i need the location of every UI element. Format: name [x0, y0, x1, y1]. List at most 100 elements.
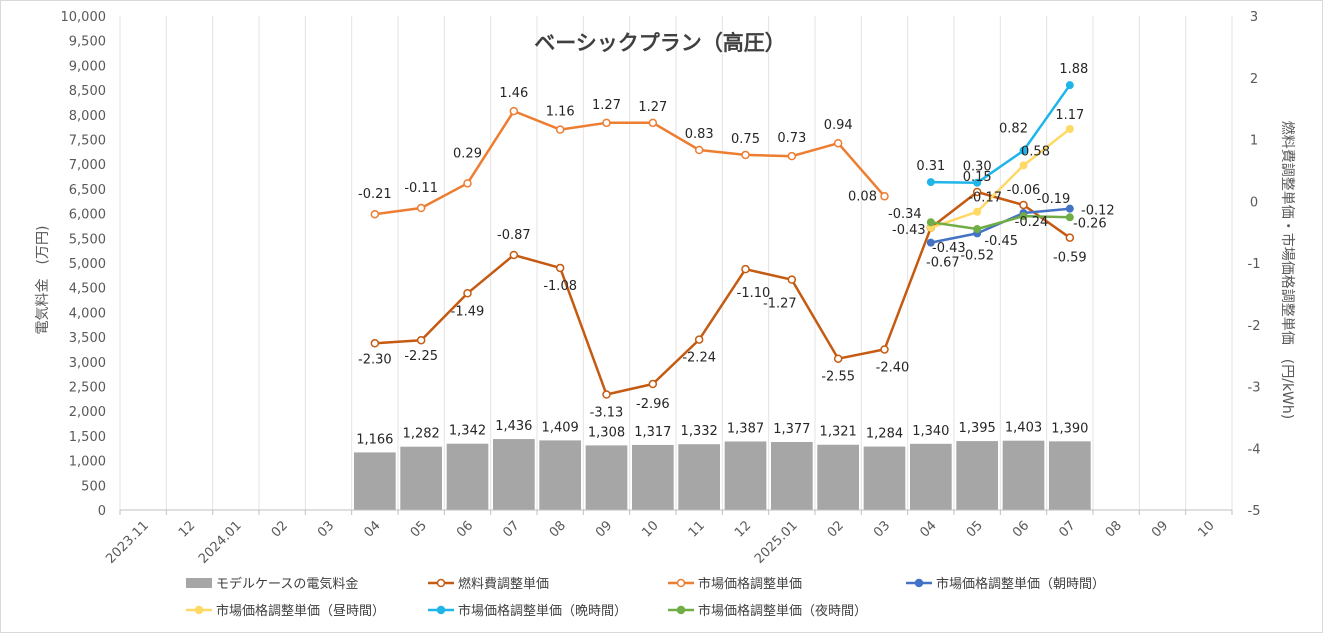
- series-line: [930, 214, 1070, 231]
- line-point: [880, 192, 889, 201]
- line-data-label: -0.26: [1073, 216, 1107, 231]
- bar: [539, 440, 582, 510]
- line-data-label: -0.21: [358, 187, 392, 202]
- y-left-tick-label: 3,500: [69, 331, 106, 346]
- line-point: [1019, 200, 1028, 210]
- line-data-label: -2.30: [358, 352, 392, 367]
- legend-marker: [676, 578, 686, 588]
- y-left-tick-label: 500: [81, 479, 106, 494]
- legend-marker: [914, 578, 924, 588]
- legend-entry: 燃料費調整単価: [458, 576, 549, 592]
- line-data-label: -1.10: [737, 286, 771, 301]
- line-data-label: -0.43: [932, 241, 966, 256]
- line-point: [509, 250, 519, 260]
- line-data-label: 1.88: [1059, 62, 1088, 77]
- y-left-tick-label: 1,000: [69, 455, 106, 470]
- bar-data-label: 1,166: [356, 432, 393, 447]
- legend-entry: 市場価格調整単価（夜時間）: [698, 603, 867, 619]
- line-point: [1019, 146, 1028, 155]
- line-data-label: 0.94: [824, 118, 853, 133]
- line-point: [926, 238, 935, 247]
- line-data-label: -0.52: [960, 248, 994, 263]
- line-data-label: -0.24: [1015, 215, 1049, 230]
- line-point: [972, 187, 982, 197]
- line-data-label: -1.49: [451, 304, 485, 319]
- bar-data-label: 1,409: [542, 420, 579, 435]
- bar: [817, 444, 860, 510]
- line-data-label: -0.11: [404, 181, 438, 196]
- line-data-label: 1.27: [592, 98, 621, 113]
- line-data-label: 0.15: [963, 170, 992, 185]
- line-data-label: 0.82: [999, 122, 1028, 137]
- y-left-tick-label: 4,000: [69, 306, 106, 321]
- line-data-label: 0.29: [453, 146, 482, 161]
- line-data-label: -1.08: [543, 279, 577, 294]
- bar: [353, 452, 396, 510]
- y-left-tick-label: 7,000: [69, 158, 106, 173]
- line-point: [648, 118, 658, 128]
- line-data-label: 0.75: [731, 132, 760, 147]
- line-point: [1019, 161, 1028, 170]
- legend-entry: 市場価格調整単価（昼時間）: [216, 603, 385, 619]
- legend-entry: モデルケースの電気料金: [216, 576, 358, 592]
- bar-data-label: 1,387: [727, 421, 764, 436]
- line-data-label: 1.46: [499, 86, 528, 101]
- y-axis-right-label: 燃料費調整単価・市場価格調整単価 (円/kWh): [1279, 121, 1296, 419]
- line-point: [602, 118, 611, 128]
- y-right-tick-label: 0: [1250, 195, 1258, 210]
- line-series: [370, 81, 1075, 399]
- bar-data-label: 1,390: [1051, 421, 1088, 436]
- legend-marker: [436, 578, 446, 588]
- legend-entry: 市場価格調整単価（晩時間）: [458, 603, 627, 619]
- bar: [585, 445, 628, 510]
- bar-data-label: 1,340: [912, 424, 949, 439]
- chart-title: ベーシックプラン（高圧）: [534, 31, 786, 55]
- line-data-label: -2.55: [821, 370, 855, 385]
- y-left-tick-label: 5,000: [69, 257, 106, 272]
- line-point: [416, 203, 426, 213]
- series-line: [374, 190, 1071, 396]
- bar: [446, 443, 489, 510]
- line-point: [463, 179, 472, 188]
- line-point: [926, 218, 935, 227]
- line-point: [1065, 213, 1074, 222]
- legend-swatch: [186, 578, 212, 588]
- y-left-tick-label: 7,500: [69, 134, 106, 149]
- line-data-label: -0.34: [888, 207, 922, 222]
- series-line: [930, 84, 1071, 184]
- grid-lines: [119, 16, 1233, 510]
- line-data-label: 0.31: [916, 159, 945, 174]
- line-point: [602, 390, 611, 399]
- bar: [678, 444, 721, 510]
- line-data-label: -0.87: [497, 228, 531, 243]
- line-data-label: -0.06: [1007, 183, 1041, 198]
- legend: モデルケースの電気料金 燃料費調整単価 市場価格調整単価 市場価格調整単価（朝時間） 市…: [186, 576, 1105, 619]
- line-data-label: 0.58: [1021, 144, 1050, 159]
- line-data-label: 1.27: [638, 100, 667, 115]
- bar: [770, 441, 813, 510]
- y-left-tick-label: 0: [98, 504, 106, 519]
- bar-data-label: 1,332: [681, 424, 718, 439]
- y-right-tick-label: 1: [1250, 134, 1258, 149]
- line-point: [1065, 233, 1075, 242]
- series-line: [930, 128, 1071, 229]
- y-right-tick-label: 2: [1250, 72, 1258, 87]
- line-data-label: -3.13: [590, 406, 624, 421]
- y-right-tick-label: -2: [1248, 319, 1261, 334]
- y-left-tick-label: 9,500: [69, 35, 106, 50]
- line-data-label: -2.25: [404, 349, 438, 364]
- line-data-label: -0.43: [892, 223, 926, 238]
- bar: [492, 439, 535, 510]
- line-point: [787, 275, 797, 284]
- bar: [724, 441, 767, 510]
- line-point: [694, 145, 704, 155]
- line-data-label: 1.17: [1055, 108, 1084, 123]
- line-data-label: 0.30: [963, 160, 992, 175]
- line-point: [370, 209, 380, 219]
- y-right-tick-label: -4: [1248, 442, 1261, 457]
- line-data-label: -0.19: [1037, 192, 1071, 207]
- line-data-label: -0.45: [984, 234, 1018, 249]
- y-left-tick-label: 5,500: [69, 232, 106, 247]
- y-left-tick-label: 2,500: [69, 381, 106, 396]
